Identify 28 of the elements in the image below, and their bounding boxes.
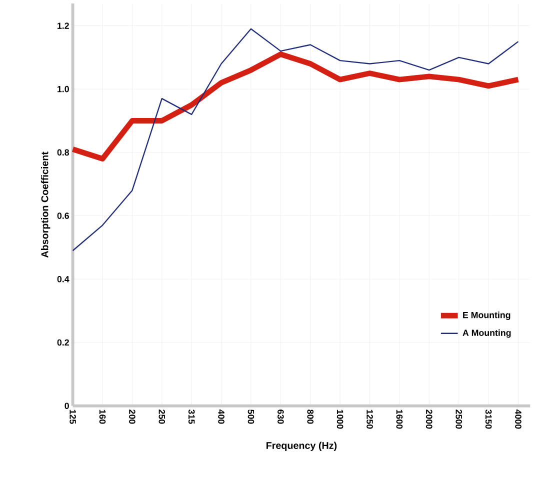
y-tick-label: 0.4 [57,276,70,282]
y-tick-label: 0.2 [57,339,69,346]
x-tick-label: 800 [307,410,314,424]
x-tick-label: 1600 [396,410,403,429]
x-tick-label: 200 [129,410,136,424]
x-tick-label: 2500 [456,410,462,429]
x-tick-label: 1000 [336,410,344,429]
x-tick-label: 630 [278,410,284,424]
x-axis-title: Frequency (Hz) [266,442,337,451]
x-tick-label: 315 [188,410,195,424]
y-axis-title: Absorption Coefficient [41,152,50,258]
x-tick-label: 160 [99,410,106,424]
y-tick-label: 0 [64,402,69,409]
legend-label: E Mounting [463,312,510,320]
x-tick-label: 400 [218,409,224,424]
y-tick-label: 1.0 [58,86,69,92]
x-tick-label: 4000 [515,409,522,429]
y-tick-label: 0.6 [57,212,69,219]
x-tick-label: 1250 [366,410,373,429]
x-tick-label: 125 [70,410,76,424]
x-tick-label: 3150 [485,410,492,429]
x-tick-label: 250 [158,410,166,424]
x-tick-label: 500 [248,410,254,424]
legend-label: A Mounting [462,329,511,338]
line-series [72,28,519,252]
y-tick-label: 0.8 [57,149,70,156]
y-tick-label: 1.2 [58,22,69,29]
x-tick-label: 2000 [426,410,432,429]
